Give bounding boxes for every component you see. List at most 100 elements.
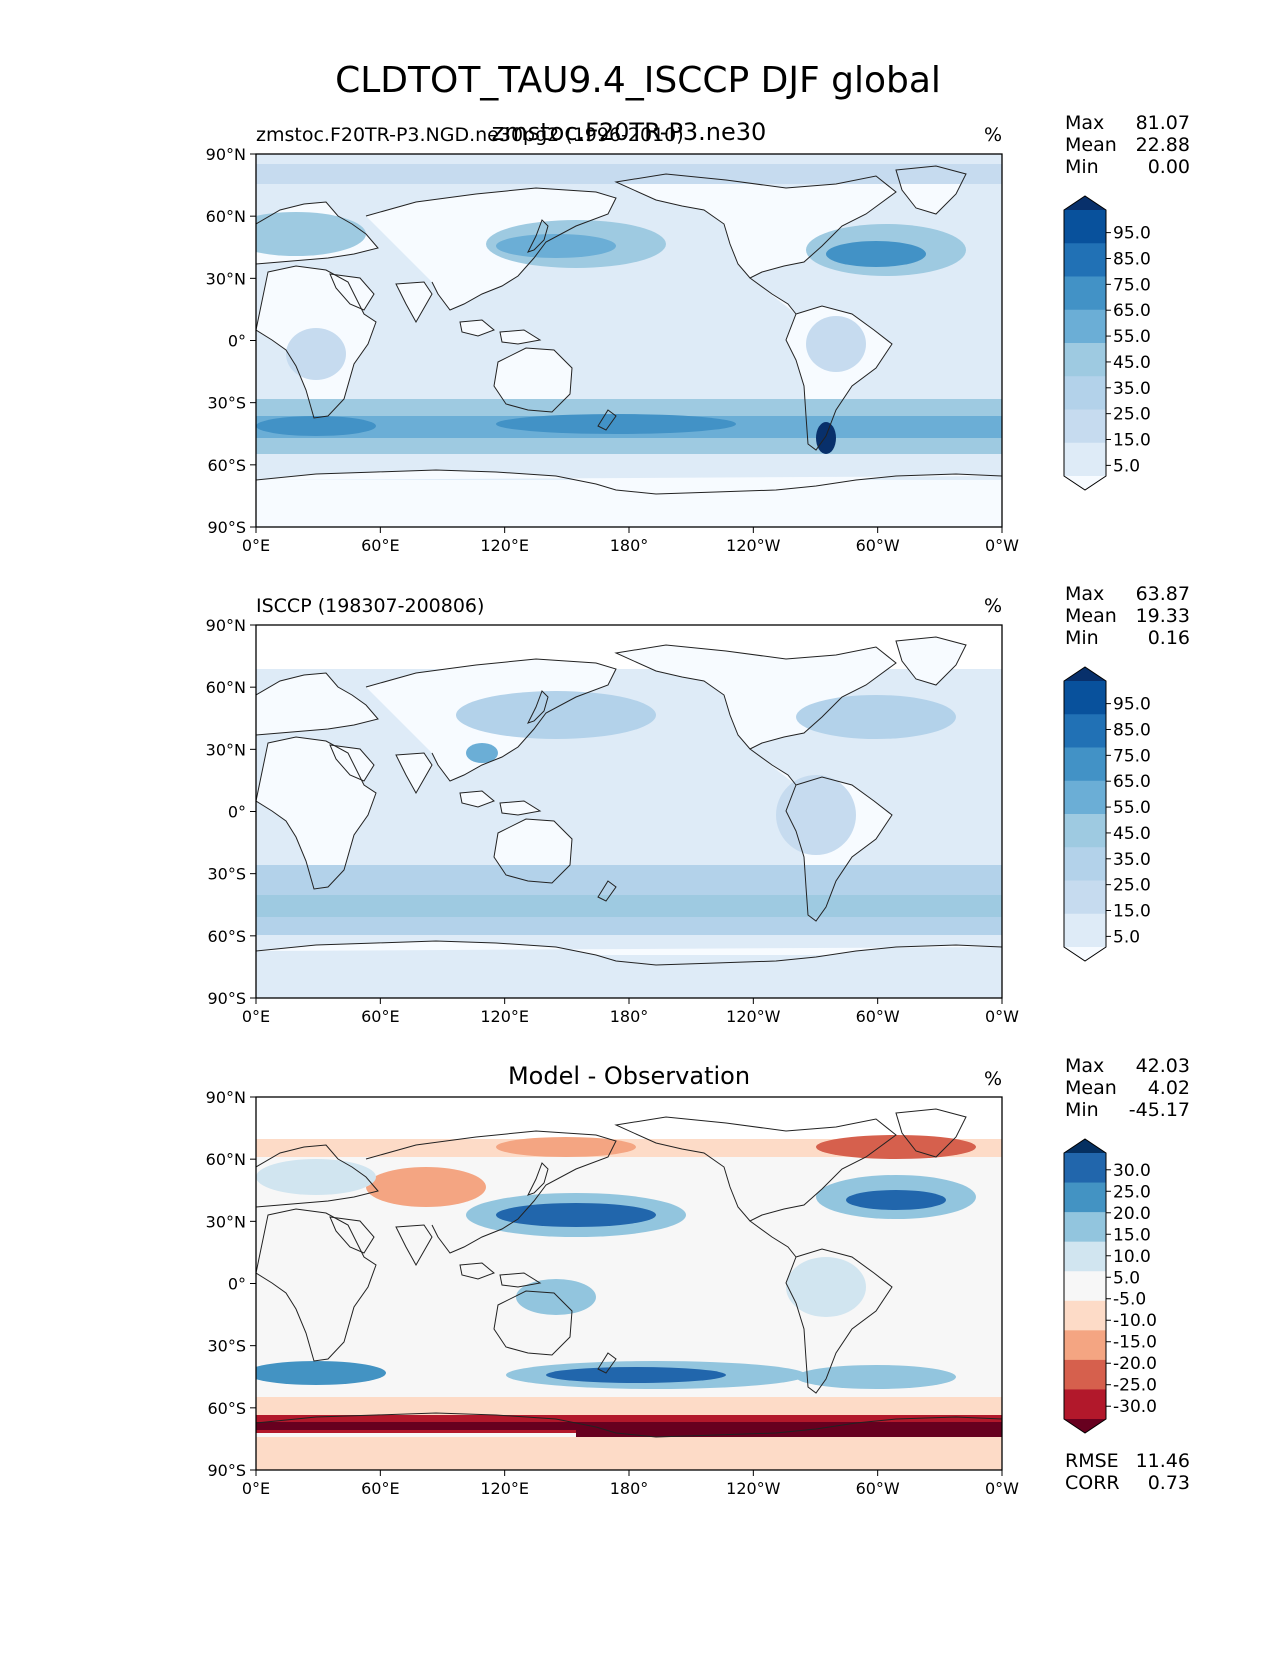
stat-value-min: -45.17 [1129,1099,1190,1121]
lat-tick-label: 0° [228,1275,246,1294]
colorbar-tick-label: 5.0 [1113,927,1140,947]
colorbar-tick-label: 35.0 [1113,379,1151,399]
lat-tick-label: 30°N [206,740,246,759]
colorbar-outline [1063,195,1107,491]
lon-tick-label: 120°E [480,536,529,555]
lon-tick-label: 120°E [480,1007,529,1026]
colorbar-tick-label: 25.0 [1113,1182,1151,1202]
colorbar-tick-label: 45.0 [1113,353,1151,373]
colorbar-tick-label: -30.0 [1113,1397,1157,1417]
colorbar-segment [1064,1241,1106,1272]
panel-diff-center-title: Model - Observation [508,1062,750,1090]
lon-tick-label: 180° [610,536,649,555]
colorbar-extend-max [1064,667,1106,681]
stat-label-rmse: RMSE [1065,1450,1119,1472]
lat-tick-label: 90°S [207,1461,246,1480]
colorbar-extend-min [1064,476,1106,490]
colorbar-tick-label: 65.0 [1113,772,1151,792]
colorbar-tick-label: 25.0 [1113,876,1151,896]
lon-tick-label: 60°W [856,536,900,555]
stat-label-min: Min [1065,627,1099,649]
lat-tick-label: 30°N [206,269,246,288]
colorbar-tick-label: 75.0 [1113,275,1151,295]
lon-tick-label: 120°W [726,536,781,555]
lat-tick-label: 90°S [207,989,246,1008]
colorbar-extend-min [1064,947,1106,961]
lon-tick-label: 180° [610,1007,649,1026]
colorbar-segment [1064,1182,1106,1213]
stat-label-max: Max [1065,1055,1104,1077]
lon-tick-label: 0°W [985,536,1019,555]
lon-tick-label: 60°W [856,1479,900,1498]
lon-tick-label: 0°W [985,1479,1019,1498]
colorbar-segment [1064,847,1106,881]
colorbar-tick-label: 55.0 [1113,798,1151,818]
stat-value-mean: 22.88 [1136,134,1190,156]
colorbar-segment [1064,780,1106,815]
colorbar-tick-label: -25.0 [1113,1376,1157,1396]
lat-tick-label: 0° [228,803,246,822]
colorbar-outline [1063,1138,1107,1434]
colorbar-tick-label: 25.0 [1113,405,1151,425]
lat-tick-label: 60°N [206,1150,246,1169]
lon-tick-label: 120°W [726,1479,781,1498]
panel-diff: 0°E 60°E 120°E 180° 120°W 60°W 0°W 90°N 60°N 30°N… [206,1055,1190,1498]
lat-tick-label: 60°N [206,207,246,226]
colorbar-segment [1064,1212,1106,1243]
colorbar-tick-label: -20.0 [1113,1354,1157,1374]
panel-test: 0°E 60°E 120°E 180° 120°W 60°W 0°W 90°N 60°N 30°N… [206,112,1190,555]
colorbar-segment [1064,243,1106,277]
panel-test-left-title: zmstoc.F20TR-P3.NGD.ne30pg2 (1996-2010) [256,124,684,146]
lon-tick-label: 0°W [985,1007,1019,1026]
lat-tick-label: 90°N [206,1088,246,1107]
colorbar-segment [1064,376,1106,410]
lon-tick-label: 60°W [856,1007,900,1026]
colorbar-tick-label: 95.0 [1113,695,1151,715]
lat-tick-label: 90°N [206,145,246,164]
colorbar-tick-label: 35.0 [1113,850,1151,870]
contour-field-ref [256,625,1002,998]
lat-tick-label: 60°S [207,456,246,475]
panel-test-center-title: zmstoc.F20TR-P3.ne30 [492,118,767,146]
colorbar-tick-label: 85.0 [1113,720,1151,740]
colorbar-segment [1064,210,1106,244]
stat-value-min: 0.00 [1148,156,1190,178]
contour-field-test [256,154,1002,527]
stat-value-mean: 4.02 [1148,1077,1190,1099]
colorbar-tick-label: 15.0 [1113,902,1151,922]
colorbar-segment [1064,1389,1106,1420]
lon-tick-label: 60°E [361,1479,399,1498]
colorbar-segment [1064,913,1106,948]
colorbar-tick-label: -10.0 [1113,1311,1157,1331]
colorbar-segment [1064,1271,1106,1302]
stat-label-mean: Mean [1065,134,1117,156]
colorbar-tick-label: 55.0 [1113,327,1151,347]
colorbar-segment [1064,1153,1106,1184]
stat-label-corr: CORR [1065,1472,1120,1494]
colorbar-tick-label: 45.0 [1113,824,1151,844]
colorbar-segment [1064,409,1106,444]
stat-value-max: 63.87 [1136,583,1190,605]
lon-tick-label: 0°E [242,536,270,555]
colorbar-segment [1064,1330,1106,1361]
panel-ref-units: % [984,595,1002,617]
lon-tick-label: 0°E [242,1479,270,1498]
lat-tick-label: 0° [228,332,246,351]
lon-tick-label: 60°E [361,1007,399,1026]
lat-tick-label: 60°N [206,678,246,697]
stat-label-min: Min [1065,156,1099,178]
stat-label-max: Max [1065,112,1104,134]
lat-tick-label: 60°S [207,927,246,946]
lon-tick-label: 180° [610,1479,649,1498]
lon-tick-label: 120°E [480,1479,529,1498]
lat-tick-label: 30°S [207,865,246,884]
figure-title: CLDTOT_TAU9.4_ISCCP DJF global [335,60,941,101]
panel-diff-units: % [984,1068,1002,1090]
lon-tick-label: 0°E [242,1007,270,1026]
colorbar-tick-label: 95.0 [1113,224,1151,244]
stat-value-rmse: 11.46 [1136,1450,1190,1472]
colorbar-tick-label: 10.0 [1113,1247,1151,1267]
colorbar-tick-label: 65.0 [1113,301,1151,321]
colorbar-extend-max [1064,1139,1106,1153]
